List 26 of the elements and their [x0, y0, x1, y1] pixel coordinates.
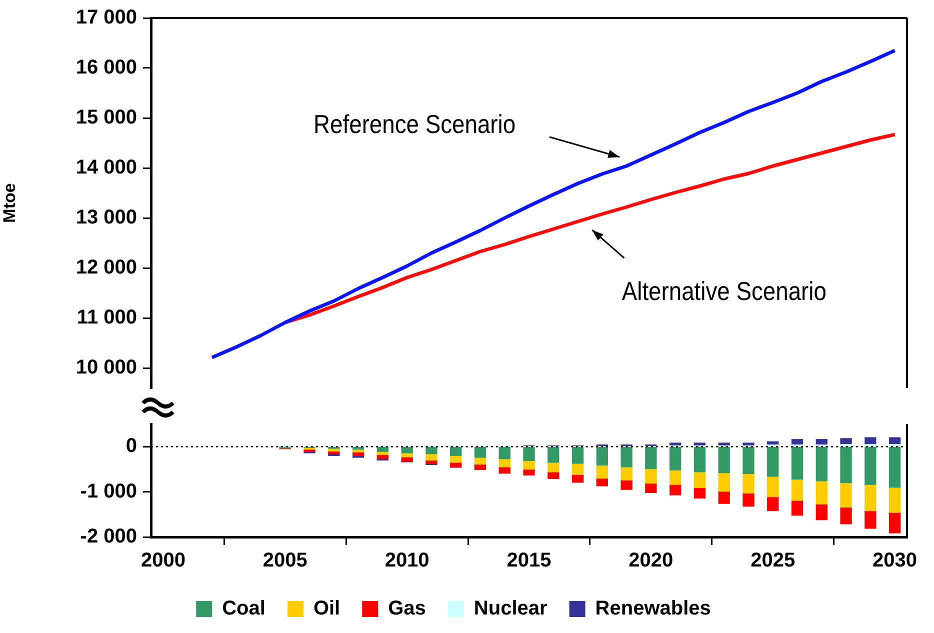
y-tick-label: 12 000 [76, 256, 137, 279]
y-tick-label: 15 000 [76, 106, 137, 129]
y-axis-title: Mtoe [0, 183, 19, 223]
text: Reference Scenario [314, 110, 516, 140]
y-tick-label: 11 000 [76, 306, 137, 329]
legend-label: Oil [313, 598, 340, 620]
x-tick-label: 2015 [506, 550, 552, 572]
text: Alternative Scenario [622, 278, 826, 307]
y-tick-label: 0 [126, 435, 137, 458]
y-tick-label: 14 000 [76, 156, 137, 179]
y-tick-label: 13 000 [76, 206, 137, 229]
y-tick-label: 17 000 [76, 6, 137, 29]
legend-label: Nuclear [474, 598, 548, 620]
x-tick-label: 2010 [384, 550, 430, 572]
legend-label: Renewables [595, 598, 711, 620]
x-tick-label: 2020 [628, 550, 674, 572]
x-tick-label: 2025 [750, 550, 796, 572]
y-tick-label: 10 000 [76, 356, 137, 379]
x-tick-label: 2000 [140, 550, 186, 572]
legend-label: Gas [388, 598, 426, 620]
legend-label: Coal [222, 598, 266, 620]
y-tick-label: -2 000 [80, 526, 137, 548]
x-tick-label: 2030 [872, 550, 918, 572]
y-tick-label: -1 000 [80, 480, 137, 502]
x-tick-label: 2005 [262, 550, 308, 572]
y-tick-label: 16 000 [76, 56, 137, 79]
